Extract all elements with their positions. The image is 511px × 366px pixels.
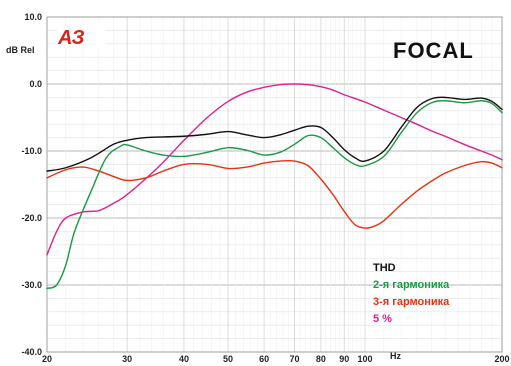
x-tick-label: 80 bbox=[316, 354, 326, 364]
y-tick-label: 10.0 bbox=[24, 12, 42, 22]
plot-frame bbox=[46, 16, 503, 353]
legend-entry: 5 % bbox=[373, 313, 392, 325]
logo-background bbox=[57, 25, 105, 47]
series-line-4 bbox=[46, 83, 503, 256]
y-tick-label: -40.0 bbox=[21, 347, 42, 357]
y-tick-label: -30.0 bbox=[21, 280, 42, 290]
y-axis-label: dB Rel bbox=[6, 45, 35, 55]
series-line-3 bbox=[46, 159, 503, 229]
legend: THD 2-я гармоника 3-я гармоника 5 % bbox=[373, 262, 450, 325]
logo: АЗ bbox=[57, 25, 105, 49]
x-tick-label: 70 bbox=[290, 354, 300, 364]
logo-text: АЗ bbox=[57, 27, 85, 49]
series-line-2 bbox=[46, 100, 503, 290]
x-axis-label: Hz bbox=[390, 351, 401, 361]
x-tick-label: 20 bbox=[42, 354, 52, 364]
x-tick-label: 40 bbox=[179, 354, 189, 364]
y-tick-label: -10.0 bbox=[21, 146, 42, 156]
x-tick-label: 30 bbox=[122, 354, 132, 364]
x-tick-label: 90 bbox=[339, 354, 349, 364]
x-tick-label: 50 bbox=[223, 354, 233, 364]
series-line-1 bbox=[46, 96, 503, 172]
legend-entry: 3-я гармоника bbox=[373, 296, 450, 308]
axes: 10.0 0.0 -10.0 -20.0 -30.0 -40.020 30 40 50 60 70 8… bbox=[21, 12, 509, 364]
legend-entry: 2-я гармоника bbox=[373, 279, 450, 291]
y-tick-label: -20.0 bbox=[21, 213, 42, 223]
x-tick-label: 100 bbox=[358, 354, 373, 364]
x-tick-label: 60 bbox=[259, 354, 269, 364]
x-tick-label: 200 bbox=[494, 354, 509, 364]
y-tick-label: 0.0 bbox=[29, 79, 42, 89]
legend-entry: THD bbox=[373, 262, 396, 274]
brand-title: FOCAL bbox=[393, 38, 474, 63]
series-group bbox=[46, 83, 503, 290]
